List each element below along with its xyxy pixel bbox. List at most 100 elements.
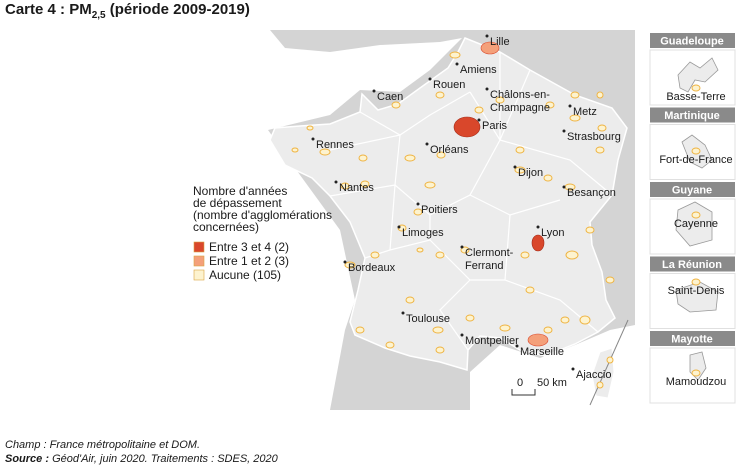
legend-title: de dépassement <box>193 196 282 210</box>
scale-end: 50 km <box>537 377 567 389</box>
dom-agglomeration <box>691 84 701 92</box>
city-label: Dijon <box>518 167 543 179</box>
dom-header: Guyane <box>672 185 712 197</box>
sea-atlantic <box>195 30 462 410</box>
city-label: Ajaccio <box>576 369 611 381</box>
note-text: France métropolitaine et DOM. <box>47 439 200 451</box>
city-label: Rouen <box>433 79 465 91</box>
city-dot <box>401 311 405 315</box>
agglomeration <box>435 251 445 259</box>
city-dot <box>485 87 489 91</box>
dom-header: Guadeloupe <box>660 36 724 48</box>
note-label: Source : <box>5 453 49 465</box>
agglomeration <box>319 148 331 156</box>
agglomeration <box>514 166 526 174</box>
city-label: Châlons-en-Champagne <box>490 89 550 114</box>
city-dot <box>372 89 376 93</box>
city-label: Amiens <box>460 64 497 76</box>
agglomeration <box>344 261 356 269</box>
city-label: Poitiers <box>421 204 458 216</box>
city-label: Strasbourg <box>567 131 621 143</box>
city-label-line: Lille <box>490 36 510 48</box>
dom-agglomeration <box>691 369 701 377</box>
city-dot <box>562 129 566 133</box>
legend-swatch <box>193 241 205 253</box>
city-dot <box>416 202 420 206</box>
city-label-line: Lyon <box>541 227 564 239</box>
agglomeration <box>525 286 535 294</box>
city-dot <box>485 34 489 38</box>
agglomeration <box>306 125 314 131</box>
city-label-line: Ferrand <box>465 260 504 272</box>
agglomeration <box>474 106 484 114</box>
agglomeration <box>606 356 614 364</box>
city-label-line: Metz <box>573 106 597 118</box>
city-label-line: Rouen <box>433 79 465 91</box>
city-label-line: Bordeaux <box>348 262 396 274</box>
agglomeration <box>565 250 579 260</box>
city-label-line: Ajaccio <box>576 369 611 381</box>
agglomeration <box>595 146 605 154</box>
agglomeration <box>495 96 505 104</box>
note-champ: Champ : France métropolitaine et DOM. <box>5 439 200 451</box>
city-label-line: Toulouse <box>406 313 450 325</box>
city-dot <box>515 344 519 348</box>
agglomeration <box>543 326 553 334</box>
note-label: Champ : <box>5 439 47 451</box>
city-dot <box>460 245 464 249</box>
city-label: Rennes <box>316 139 354 151</box>
agglomerations <box>291 41 615 389</box>
agglomeration <box>291 147 299 153</box>
dom-agglomeration <box>691 211 701 219</box>
city-label-line: Nantes <box>339 182 374 194</box>
legend-label: Entre 1 et 2 (3) <box>209 254 289 268</box>
agglomeration <box>520 251 530 259</box>
city-label-line: Orléans <box>430 144 469 156</box>
city-dot <box>562 185 566 189</box>
agglomeration <box>370 251 380 259</box>
dom-header-box <box>650 182 735 197</box>
city-dot <box>311 137 315 141</box>
title-prefix: Carte 4 : PM <box>5 1 92 18</box>
agglomeration <box>405 296 415 304</box>
border <box>499 52 531 141</box>
agglomeration <box>424 181 436 189</box>
france-mainland <box>269 37 628 371</box>
agglomeration <box>385 341 395 349</box>
agglomeration <box>585 226 595 234</box>
city-dot <box>571 367 575 371</box>
agglomeration <box>435 91 445 99</box>
city-label: Lille <box>490 36 510 48</box>
city-label-line: Clermont- <box>465 247 514 259</box>
dom-agglomeration <box>691 278 701 286</box>
agglomeration <box>404 154 416 162</box>
agglomeration <box>596 381 604 389</box>
city-label: Lyon <box>541 227 564 239</box>
note-source: Source : Géod'Air, juin 2020. Traitement… <box>5 453 279 465</box>
dom-header: Mayotte <box>671 334 713 346</box>
city-label: Montpellier <box>465 335 519 347</box>
agglomeration-high <box>453 116 481 138</box>
city-dot <box>343 260 347 264</box>
agglomeration <box>465 314 475 322</box>
dom-header-box <box>650 331 735 346</box>
dom-city: Saint-Denis <box>668 285 725 297</box>
legend-label: Entre 3 et 4 (2) <box>209 240 289 254</box>
dom-header-box <box>650 33 735 48</box>
agglomeration <box>499 324 511 332</box>
agglomeration-medium <box>527 333 549 347</box>
border <box>389 215 505 351</box>
legend-swatch <box>193 255 205 267</box>
dom-panels: Guadeloupe Basse-Terre Martinique Fort-de-F… <box>649 33 736 404</box>
agglomeration <box>435 346 445 354</box>
city-dot <box>334 180 338 184</box>
city-dot <box>460 333 464 337</box>
title-subscript: 2,5 <box>92 10 106 21</box>
agglomeration <box>432 326 444 334</box>
title: Carte 4 : PM2,5 (période 2009-2019) <box>5 1 250 21</box>
city-label-line: Marseille <box>520 346 564 358</box>
city-label-line: Limoges <box>402 227 444 239</box>
city-dot <box>455 62 459 66</box>
city-labels: Lille Amiens Rouen Caen Châlons-en-Champagne… <box>311 34 621 381</box>
city-label: Besançon <box>567 187 616 199</box>
